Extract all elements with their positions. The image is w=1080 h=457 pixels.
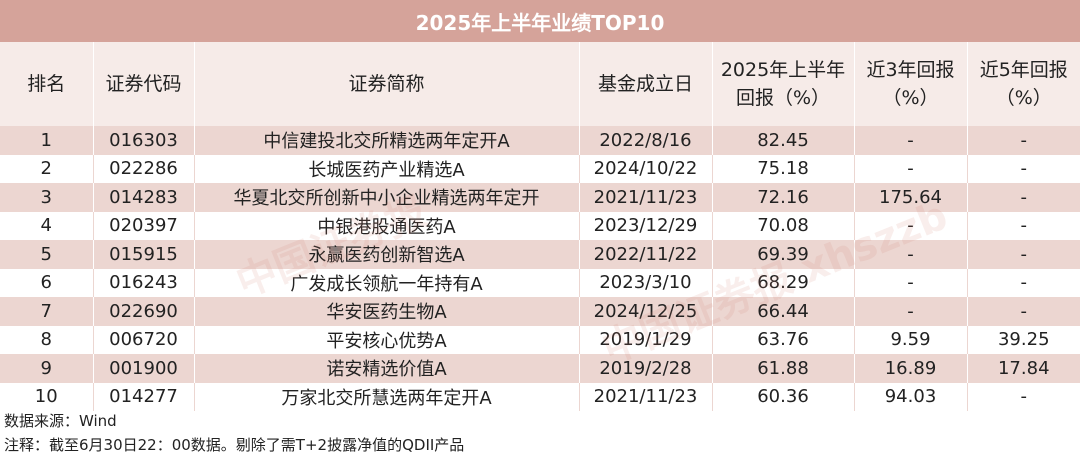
data-source: 数据来源：Wind (4, 412, 117, 430)
cell-ret5: - (966, 154, 1080, 183)
header-rank: 排名 (27, 73, 66, 95)
cell-code: 001900 (92, 354, 194, 383)
performance-table: 排名 证券代码 证券简称 基金成立日 2025年上半年回报（%） 近3年回报（%… (0, 42, 1080, 411)
cell-ret5: - (966, 126, 1080, 155)
cell-rank: 9 (40, 357, 52, 379)
cell-rank: 1 (40, 129, 52, 151)
cell-perf: 68.29 (711, 268, 854, 297)
cell-rank: 6 (40, 272, 52, 294)
table-row: 8 006720 平安核心优势A 2019/1/29 63.76 9.59 39… (0, 325, 1080, 354)
header-name: 证券简称 (193, 42, 579, 126)
header-date: 基金成立日 (578, 42, 712, 126)
table-row: 4 020397 中银港股通医药A 2023/12/29 70.08 - - (0, 211, 1080, 240)
cell-ret5: - (966, 268, 1080, 297)
cell-date: 2022/11/22 (578, 240, 712, 269)
cell-rank: 3 (40, 186, 52, 208)
cell-ret3: - (853, 211, 967, 240)
cell-rank: 7 (40, 300, 52, 322)
cell-code: 006720 (92, 325, 194, 354)
cell-ret3: - (853, 154, 967, 183)
cell-rank: 4 (40, 215, 52, 237)
cell-perf: 66.44 (711, 297, 854, 326)
table-row: 7 022690 华安医药生物A 2024/12/25 66.44 - - (0, 297, 1080, 326)
cell-ret5: - (966, 211, 1080, 240)
table-row: 1 016303 中信建投北交所精选两年定开A 2022/8/16 82.45 … (0, 126, 1080, 155)
cell-ret3: - (853, 126, 967, 155)
cell-ret3: - (853, 240, 967, 269)
cell-date: 2019/2/28 (578, 354, 712, 383)
table-row: 2 022286 长城医药产业精选A 2024/10/22 75.18 - - (0, 154, 1080, 183)
cell-ret5: - (966, 382, 1080, 411)
cell-name: 中银港股通医药A (193, 211, 579, 240)
table-row: 9 001900 诺安精选价值A 2019/2/28 61.88 16.89 1… (0, 354, 1080, 383)
cell-name: 广发成长领航一年持有A (193, 268, 579, 297)
cell-ret3: 175.64 (853, 183, 967, 212)
header-code: 证券代码 (92, 42, 194, 126)
cell-rank: 10 (34, 386, 58, 408)
cell-date: 2022/8/16 (578, 126, 712, 155)
table-row: 5 015915 永赢医药创新智选A 2022/11/22 69.39 - - (0, 240, 1080, 269)
cell-perf: 69.39 (711, 240, 854, 269)
cell-rank: 2 (40, 158, 52, 180)
cell-date: 2021/11/23 (578, 382, 712, 411)
cell-date: 2019/1/29 (578, 325, 712, 354)
cell-code: 016243 (92, 268, 194, 297)
cell-perf: 70.08 (711, 211, 854, 240)
table-row: 6 016243 广发成长领航一年持有A 2023/3/10 68.29 - - (0, 268, 1080, 297)
cell-date: 2021/11/23 (578, 183, 712, 212)
header-ret5: 近5年回报（%） (966, 42, 1080, 126)
footnote: 注释：截至6月30日22：00数据。剔除了需T+2披露净值的QDII产品 (4, 436, 465, 454)
cell-perf: 82.45 (711, 126, 854, 155)
cell-ret5: - (966, 183, 1080, 212)
cell-name: 诺安精选价值A (193, 354, 579, 383)
cell-code: 015915 (92, 240, 194, 269)
cell-ret5: - (966, 240, 1080, 269)
header-perf-h1: 2025年上半年回报（%） (711, 42, 854, 126)
cell-perf: 72.16 (711, 183, 854, 212)
cell-rank: 8 (40, 329, 52, 351)
cell-ret5: 39.25 (966, 325, 1080, 354)
cell-ret3: - (853, 297, 967, 326)
cell-code: 022286 (92, 154, 194, 183)
cell-date: 2024/12/25 (578, 297, 712, 326)
cell-code: 022690 (92, 297, 194, 326)
header-ret3: 近3年回报（%） (853, 42, 967, 126)
cell-ret3: 94.03 (853, 382, 967, 411)
cell-ret5: - (966, 297, 1080, 326)
header-row: 排名 证券代码 证券简称 基金成立日 2025年上半年回报（%） 近3年回报（%… (0, 42, 1080, 126)
cell-perf: 60.36 (711, 382, 854, 411)
cell-name: 中信建投北交所精选两年定开A (193, 126, 579, 155)
cell-name: 华夏北交所创新中小企业精选两年定开 (193, 183, 579, 212)
cell-ret3: - (853, 268, 967, 297)
cell-name: 平安核心优势A (193, 325, 579, 354)
table-row: 10 014277 万家北交所慧选两年定开A 2021/11/23 60.36 … (0, 382, 1080, 411)
table-row: 3 014283 华夏北交所创新中小企业精选两年定开 2021/11/23 72… (0, 183, 1080, 212)
cell-rank: 5 (40, 243, 52, 265)
cell-code: 014277 (92, 382, 194, 411)
cell-date: 2024/10/22 (578, 154, 712, 183)
table-title: 2025年上半年业绩TOP10 (0, 0, 1080, 42)
cell-date: 2023/3/10 (578, 268, 712, 297)
cell-date: 2023/12/29 (578, 211, 712, 240)
cell-name: 长城医药产业精选A (193, 154, 579, 183)
cell-name: 万家北交所慧选两年定开A (193, 382, 579, 411)
cell-name: 永赢医药创新智选A (193, 240, 579, 269)
cell-ret3: 9.59 (853, 325, 967, 354)
cell-code: 016303 (92, 126, 194, 155)
cell-ret3: 16.89 (853, 354, 967, 383)
cell-perf: 75.18 (711, 154, 854, 183)
cell-code: 020397 (92, 211, 194, 240)
cell-ret5: 17.84 (966, 354, 1080, 383)
cell-code: 014283 (92, 183, 194, 212)
cell-perf: 61.88 (711, 354, 854, 383)
cell-perf: 63.76 (711, 325, 854, 354)
cell-name: 华安医药生物A (193, 297, 579, 326)
